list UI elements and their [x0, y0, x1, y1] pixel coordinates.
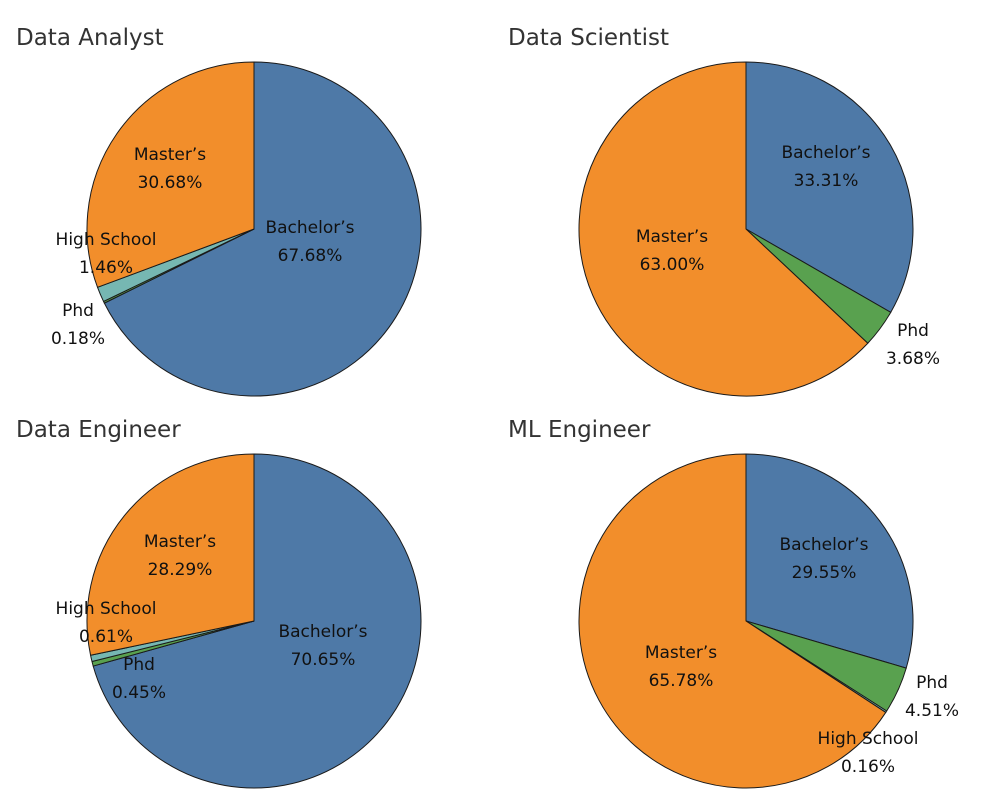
slice-bachelor-s [745, 61, 914, 313]
slice-value-phd: 0.45% [112, 683, 166, 703]
slice-label-phd: Phd 0.45% [112, 655, 166, 703]
slice-label-high-school: High School 0.61% [56, 599, 157, 647]
pie-data-analyst [86, 61, 422, 397]
slice-label-master-s: Master’s 30.68% [134, 145, 206, 193]
slice-category-high-school: High School [56, 230, 157, 250]
slice-value-bachelor-s: 29.55% [792, 563, 857, 583]
slice-category-master-s: Master’s [636, 227, 708, 247]
chart-title-data-analyst: Data Analyst [16, 25, 164, 51]
pie-ml-engineer [578, 453, 914, 789]
slice-value-phd: 4.51% [905, 701, 959, 721]
slice-label-phd: Phd 4.51% [905, 673, 959, 721]
slice-category-high-school: High School [818, 729, 919, 749]
slice-master-s [86, 61, 255, 288]
slice-category-master-s: Master’s [645, 643, 717, 663]
labels-data-scientist: Bachelor’s 33.31% Phd 3.68% Master’s 63.00% [636, 143, 940, 369]
slice-label-phd: Phd 0.18% [51, 301, 105, 349]
slice-label-bachelor-s: Bachelor’s 33.31% [781, 143, 870, 191]
slice-master-s [578, 453, 887, 789]
slice-label-bachelor-s: Bachelor’s 29.55% [779, 535, 868, 583]
slice-value-master-s: 65.78% [649, 671, 714, 691]
chart-data-engineer: Data Engineer Bachelor’s 70.65% Phd 0.45% Hi… [16, 417, 422, 789]
slice-category-high-school: High School [56, 599, 157, 619]
slice-category-bachelor-s: Bachelor’s [781, 143, 870, 163]
slice-category-phd: Phd [123, 655, 155, 675]
slice-category-phd: Phd [62, 301, 94, 321]
slice-master-s [86, 453, 255, 656]
slice-label-high-school: High School 1.46% [56, 230, 157, 278]
pie-data-engineer [86, 453, 422, 789]
slice-value-bachelor-s: 70.65% [291, 650, 356, 670]
slice-value-high-school: 0.61% [79, 627, 133, 647]
chart-title-data-engineer: Data Engineer [16, 417, 181, 443]
slice-value-bachelor-s: 33.31% [794, 171, 859, 191]
chart-ml-engineer: ML Engineer Bachelor’s 29.55% Phd 4.51% High… [508, 417, 959, 789]
chart-title-data-scientist: Data Scientist [508, 25, 669, 51]
slice-value-master-s: 30.68% [138, 173, 203, 193]
slice-category-bachelor-s: Bachelor’s [265, 218, 354, 238]
slice-category-master-s: Master’s [134, 145, 206, 165]
slice-label-phd: Phd 3.68% [886, 321, 940, 369]
slice-value-phd: 0.18% [51, 329, 105, 349]
slice-bachelor-s [103, 61, 422, 397]
slice-category-master-s: Master’s [144, 532, 216, 552]
chart-data-analyst: Data Analyst Bachelor’s 67.68% Phd 0.18% Hig… [16, 25, 422, 397]
slice-value-master-s: 28.29% [148, 560, 213, 580]
slice-category-bachelor-s: Bachelor’s [278, 622, 367, 642]
chart-data-scientist: Data Scientist Bachelor’s 33.31% Phd 3.68% M… [508, 25, 940, 397]
slice-label-master-s: Master’s 28.29% [144, 532, 216, 580]
pie-data-scientist [578, 61, 914, 397]
slice-bachelor-s [745, 453, 914, 669]
slice-category-phd: Phd [897, 321, 929, 341]
slice-label-high-school: High School 0.16% [818, 729, 919, 777]
labels-data-analyst: Bachelor’s 67.68% Phd 0.18% High School 1.46%… [51, 145, 355, 349]
slice-label-bachelor-s: Bachelor’s 67.68% [265, 218, 354, 266]
slice-bachelor-s [92, 453, 422, 789]
labels-ml-engineer: Bachelor’s 29.55% Phd 4.51% High School 0.16%… [645, 535, 959, 777]
labels-data-engineer: Bachelor’s 70.65% Phd 0.45% High School 0.61%… [56, 532, 368, 703]
slice-value-master-s: 63.00% [640, 255, 705, 275]
slice-category-bachelor-s: Bachelor’s [779, 535, 868, 555]
slice-master-s [578, 61, 869, 397]
chart-title-ml-engineer: ML Engineer [508, 417, 651, 443]
slice-value-high-school: 0.16% [841, 757, 895, 777]
slice-category-phd: Phd [916, 673, 948, 693]
slice-value-phd: 3.68% [886, 349, 940, 369]
slice-label-master-s: Master’s 63.00% [636, 227, 708, 275]
slice-label-master-s: Master’s 65.78% [645, 643, 717, 691]
slice-value-high-school: 1.46% [79, 258, 133, 278]
slice-label-bachelor-s: Bachelor’s 70.65% [278, 622, 367, 670]
slice-value-bachelor-s: 67.68% [278, 246, 343, 266]
